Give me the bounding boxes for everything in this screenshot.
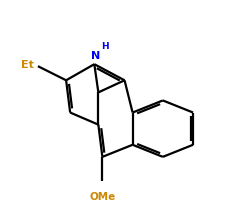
Text: OMe: OMe <box>89 191 115 201</box>
Text: Et: Et <box>21 60 34 70</box>
Text: H: H <box>101 42 109 51</box>
Text: N: N <box>91 51 100 61</box>
